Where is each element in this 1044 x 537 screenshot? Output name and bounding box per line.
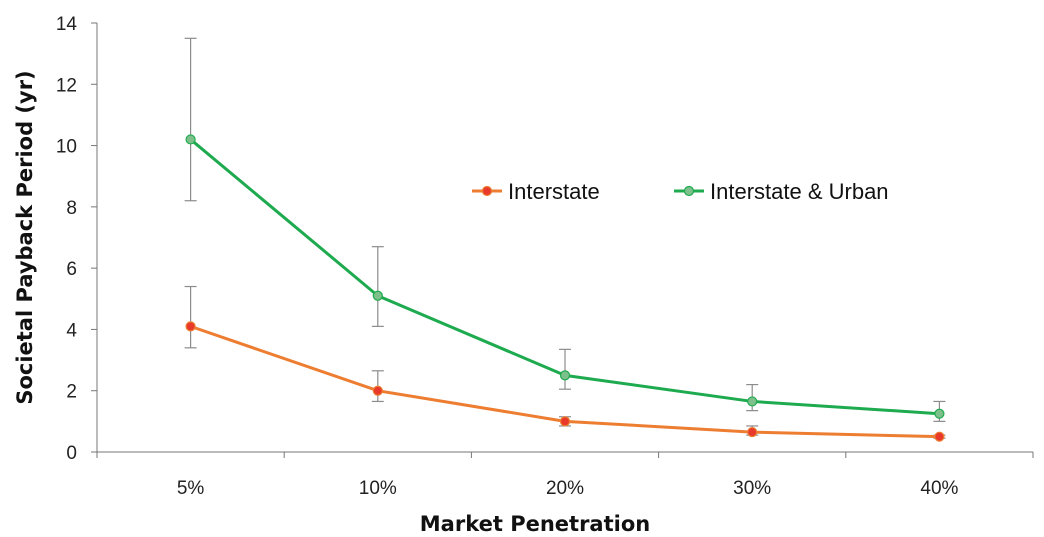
y-tick-label: 2 (66, 382, 77, 403)
x-tick-label: 10% (359, 478, 397, 499)
data-point-interstate (185, 321, 196, 332)
x-tick-label: 40% (920, 478, 958, 499)
x-tick-label: 5% (177, 478, 205, 499)
legend: Interstate Interstate & Urban (472, 179, 889, 204)
legend-label-interstate-and-urban: Interstate & Urban (710, 179, 889, 204)
data-point-interstate (934, 431, 945, 442)
data-point-interstate (559, 416, 571, 427)
y-tick-label: 10 (56, 137, 77, 158)
y-tick-label: 4 (66, 320, 77, 341)
y-axis-title: Societal Payback Period (yr) (13, 70, 37, 404)
legend-label-interstate: Interstate (508, 179, 600, 204)
y-tick-label: 0 (66, 443, 77, 464)
data-point-interstate-and-urban (372, 290, 383, 301)
y-tick-label: 14 (56, 14, 78, 35)
data-point-interstate-and-urban (747, 396, 758, 407)
x-tick-label: 20% (546, 478, 584, 499)
data-point-interstate (372, 385, 383, 396)
y-tick-label: 12 (56, 75, 77, 96)
tick-labels: 0 2 4 6 8 10 12 14 5% 10% 20% 30% 40% (56, 14, 959, 499)
legend-marker-interstate (481, 185, 493, 197)
series-points (185, 134, 945, 442)
y-tick-label: 6 (66, 259, 77, 280)
data-point-interstate-and-urban (934, 408, 945, 419)
legend-marker-interstate-and-urban (683, 185, 695, 197)
data-point-interstate-and-urban (559, 370, 571, 381)
data-point-interstate (747, 426, 758, 438)
axes (91, 22, 1034, 458)
x-tick-label: 30% (733, 478, 771, 499)
y-tick-label: 8 (66, 198, 77, 219)
x-axis-title: Market Penetration (420, 512, 650, 536)
data-point-interstate-and-urban (185, 134, 196, 145)
